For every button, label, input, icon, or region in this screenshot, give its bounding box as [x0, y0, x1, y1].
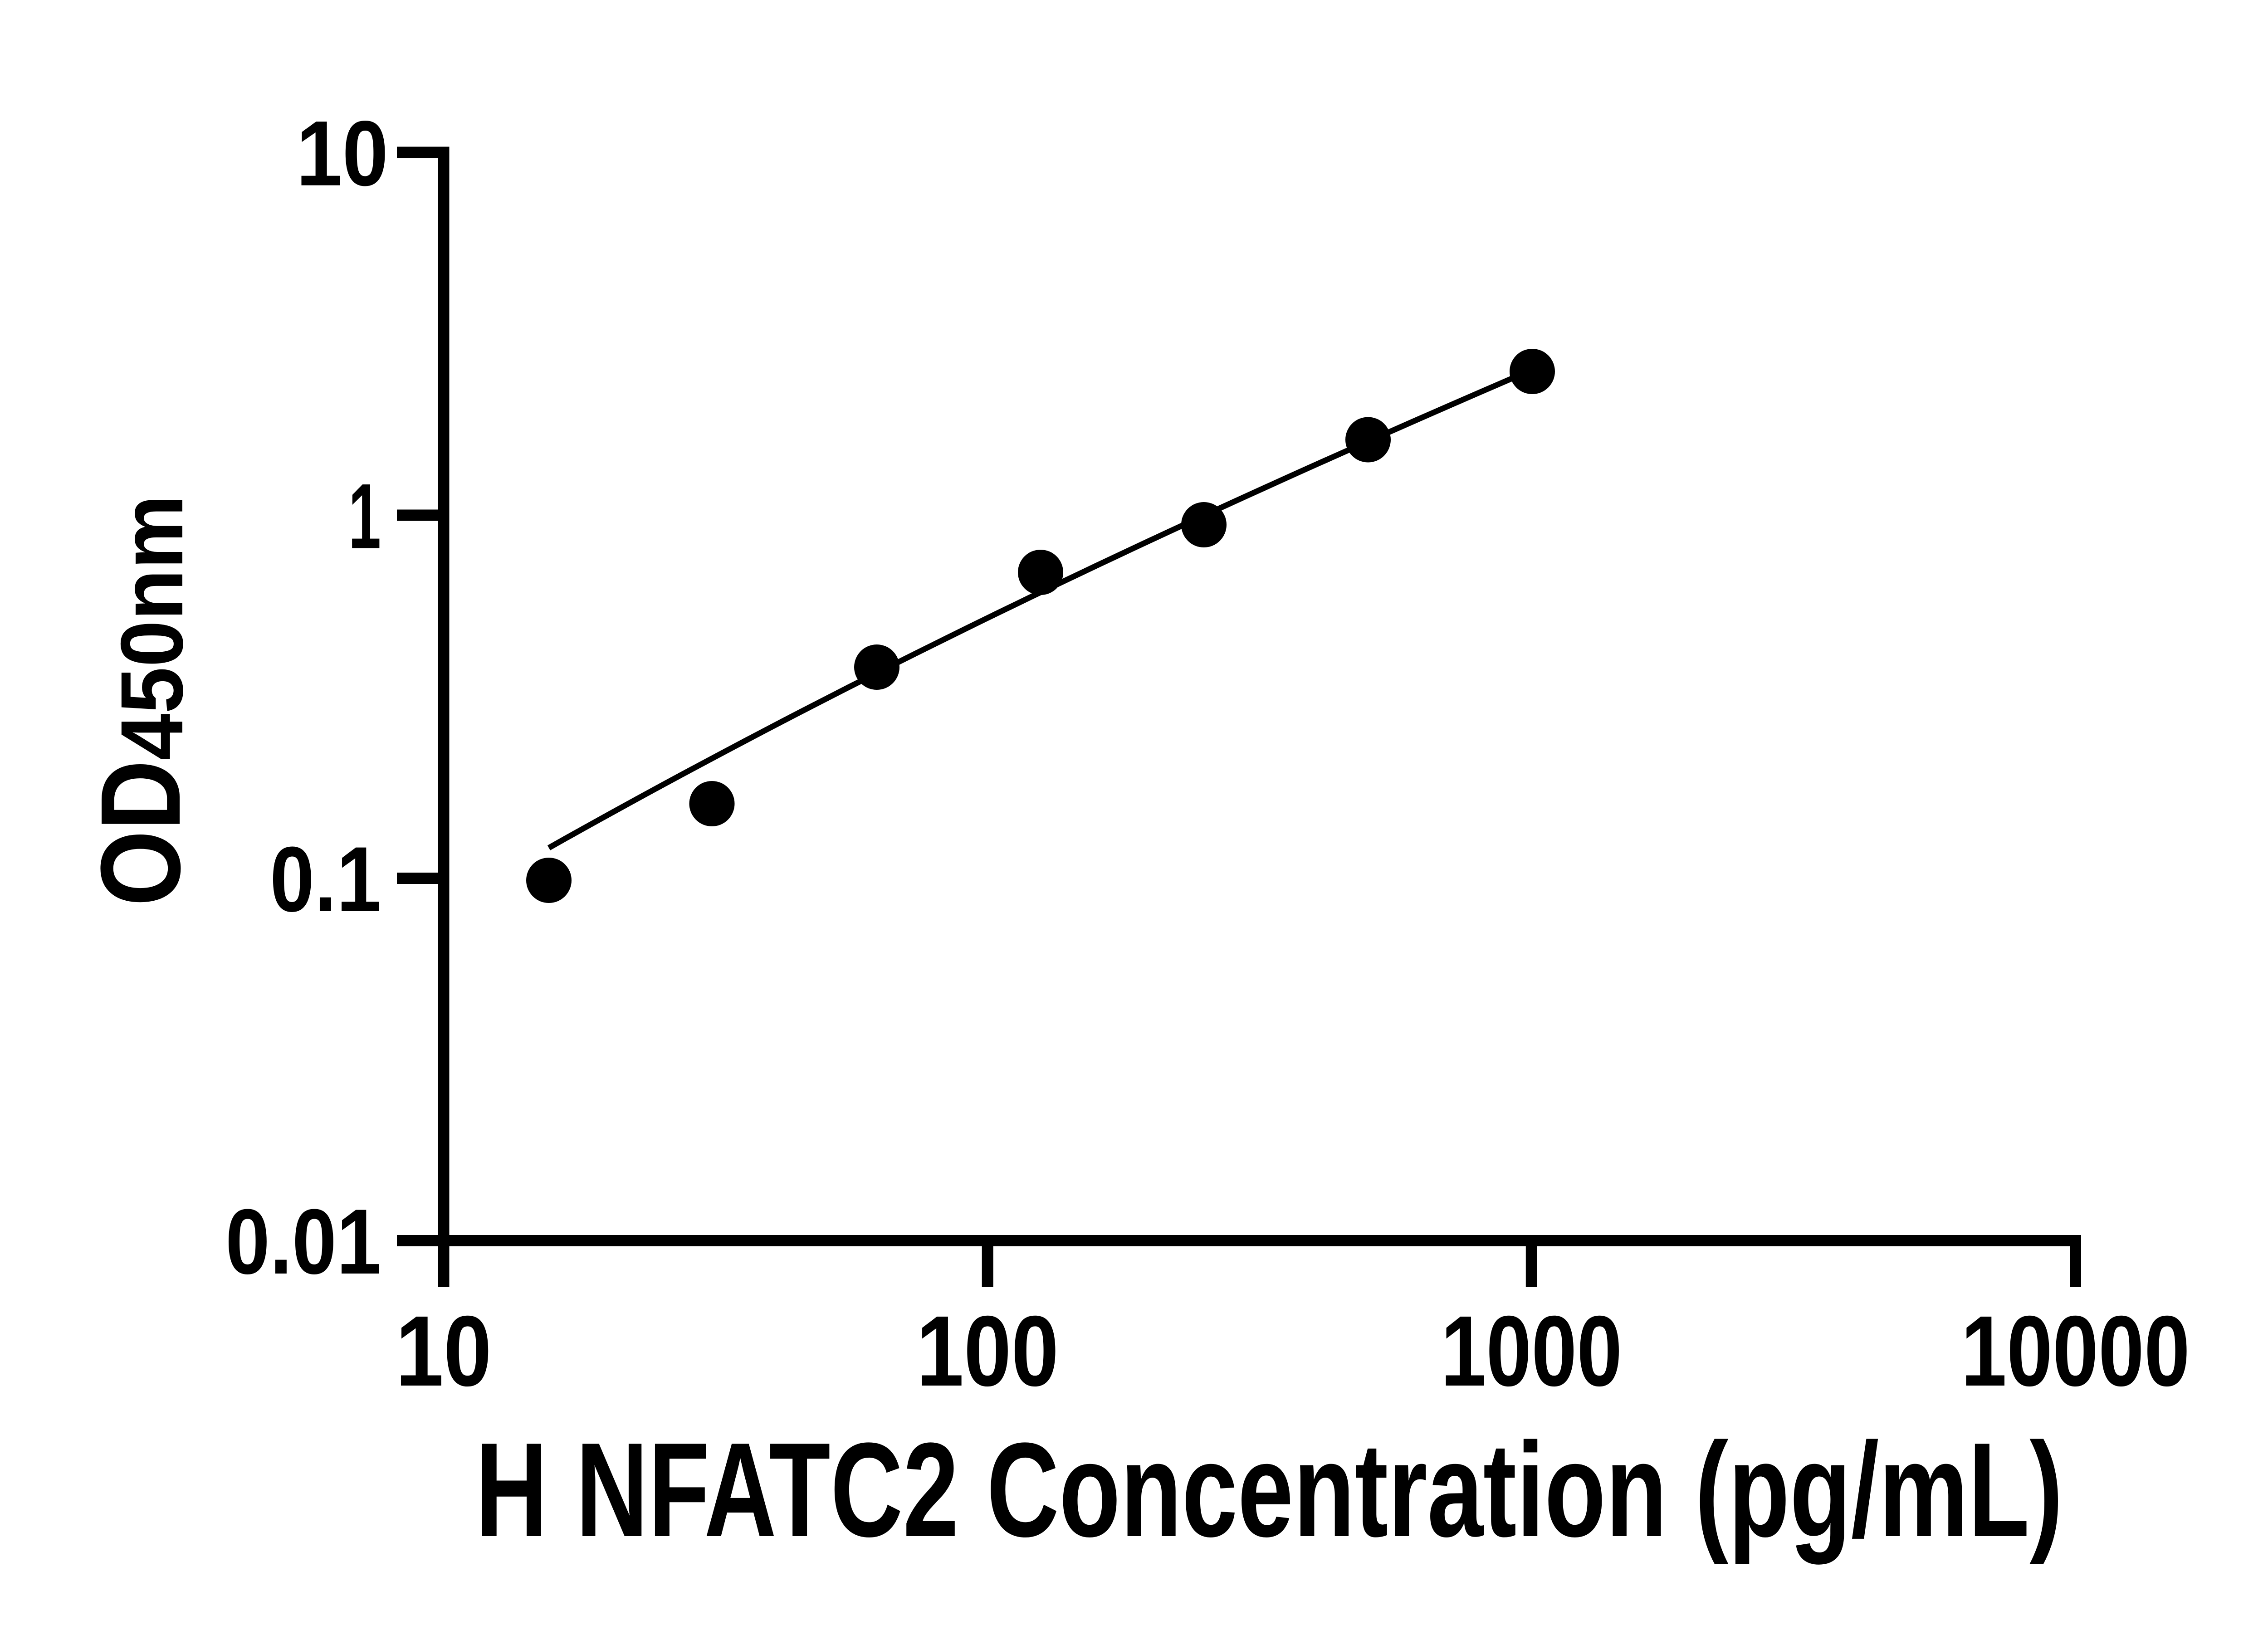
- svg-text:H NFATC2 Concentration (pg/mL): H NFATC2 Concentration (pg/mL): [475, 1415, 2063, 1566]
- svg-text:1000: 1000: [1441, 1295, 1622, 1407]
- svg-text:0.01: 0.01: [225, 1190, 381, 1293]
- svg-text:10000: 10000: [1961, 1295, 2190, 1407]
- svg-text:OD450nm: OD450nm: [77, 495, 204, 906]
- svg-text:0.1: 0.1: [270, 828, 381, 931]
- svg-text:100: 100: [916, 1295, 1059, 1407]
- svg-text:10: 10: [396, 1295, 492, 1407]
- svg-text:10: 10: [296, 102, 388, 205]
- svg-text:1: 1: [348, 465, 381, 568]
